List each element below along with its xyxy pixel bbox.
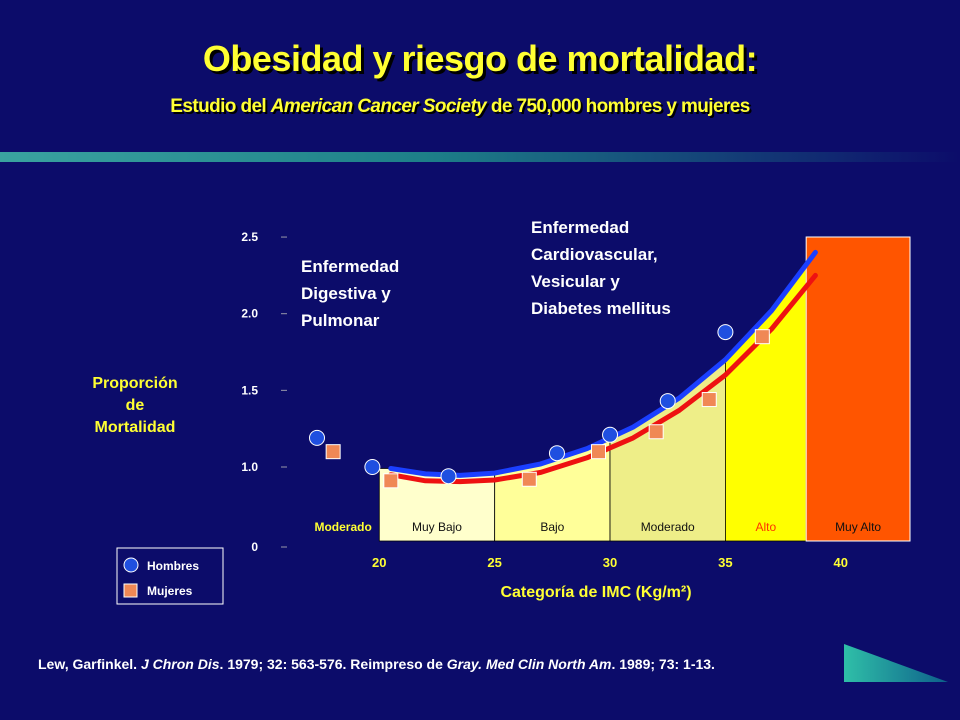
subtitle-prefix: Estudio del: [170, 96, 271, 117]
x-tick-label: 25: [487, 555, 501, 570]
slide-subtitle: Estudio del American Cancer Society de 7…: [0, 96, 920, 118]
x-axis-label: Categoría de IMC (Kg/m²): [500, 584, 691, 601]
point-mujeres-2: [521, 471, 537, 487]
legend-label-mujeres: Mujeres: [147, 584, 193, 598]
x-tick-label: 35: [718, 555, 732, 570]
region-5: [805, 236, 911, 542]
point-mujeres-5: [701, 392, 717, 408]
region-label-3: Moderado: [641, 520, 695, 534]
point-hombres-4: [602, 426, 619, 443]
citation-authors: Lew, Garfinkel.: [38, 656, 141, 672]
region-label-1: Muy Bajo: [412, 520, 462, 534]
legend-label-hombres: Hombres: [147, 559, 199, 573]
region-label-4: Alto: [755, 520, 776, 534]
region-label-5: Muy Alto: [835, 520, 881, 534]
citation-journal-1: J Chron Dis: [140, 656, 220, 672]
legend-marker-hombres: [123, 557, 139, 573]
annotation-0: Enfermedad Digestiva y Pulmonar: [301, 257, 399, 330]
point-hombres-1: [364, 459, 381, 475]
point-mujeres-6: [754, 329, 770, 345]
y-tick-label: 2.0: [241, 307, 258, 321]
x-tick-label: 20: [372, 555, 386, 570]
title-divider: [0, 152, 960, 162]
point-hombres-2: [440, 468, 457, 485]
citation-author-2: Gray.: [446, 656, 486, 672]
citation-ref-1: . 1979; 32: 563-576. Reimpreso de: [219, 656, 447, 672]
y-tick-label: 1.5: [241, 383, 258, 397]
point-mujeres-1: [383, 473, 399, 489]
subtitle-italic: American Cancer Society: [270, 96, 487, 117]
y-tick-label: 2.5: [241, 230, 258, 244]
point-hombres-6: [717, 324, 734, 341]
corner-decoration: [844, 644, 948, 682]
legend-box: [116, 547, 224, 605]
citation: Lew, Garfinkel. J Chron Dis. 1979; 32: 5…: [38, 656, 715, 672]
y-tick-label: 1.0: [241, 460, 258, 474]
y-tick-label: 0: [251, 540, 258, 554]
point-mujeres-4: [648, 424, 664, 440]
citation-journal-2: Med Clin North Am: [485, 656, 612, 672]
y-axis-label: Proporción de Mortalidad: [92, 375, 177, 436]
annotation-1: Enfermedad Cardiovascular, Vesicular y Diab…: [531, 218, 671, 318]
slide-title: Obesidad y riesgo de mortalidad:: [202, 38, 758, 79]
point-mujeres-3: [591, 444, 606, 460]
citation-ref-2: . 1989; 73: 1-13.: [611, 656, 715, 672]
region-label-2: Bajo: [540, 520, 564, 534]
x-tick-label: 30: [603, 555, 617, 570]
subtitle-suffix: de 750,000 hombres y mujeres: [486, 96, 750, 117]
point-hombres-5: [659, 393, 676, 410]
region-4: [724, 263, 807, 542]
x-tick-label: 40: [834, 555, 848, 570]
point-mujeres-0: [325, 444, 341, 460]
legend-marker-mujeres: [123, 583, 138, 598]
region-label-0: Moderado: [314, 520, 371, 534]
point-hombres-3: [548, 445, 565, 462]
point-hombres-0: [308, 429, 325, 446]
